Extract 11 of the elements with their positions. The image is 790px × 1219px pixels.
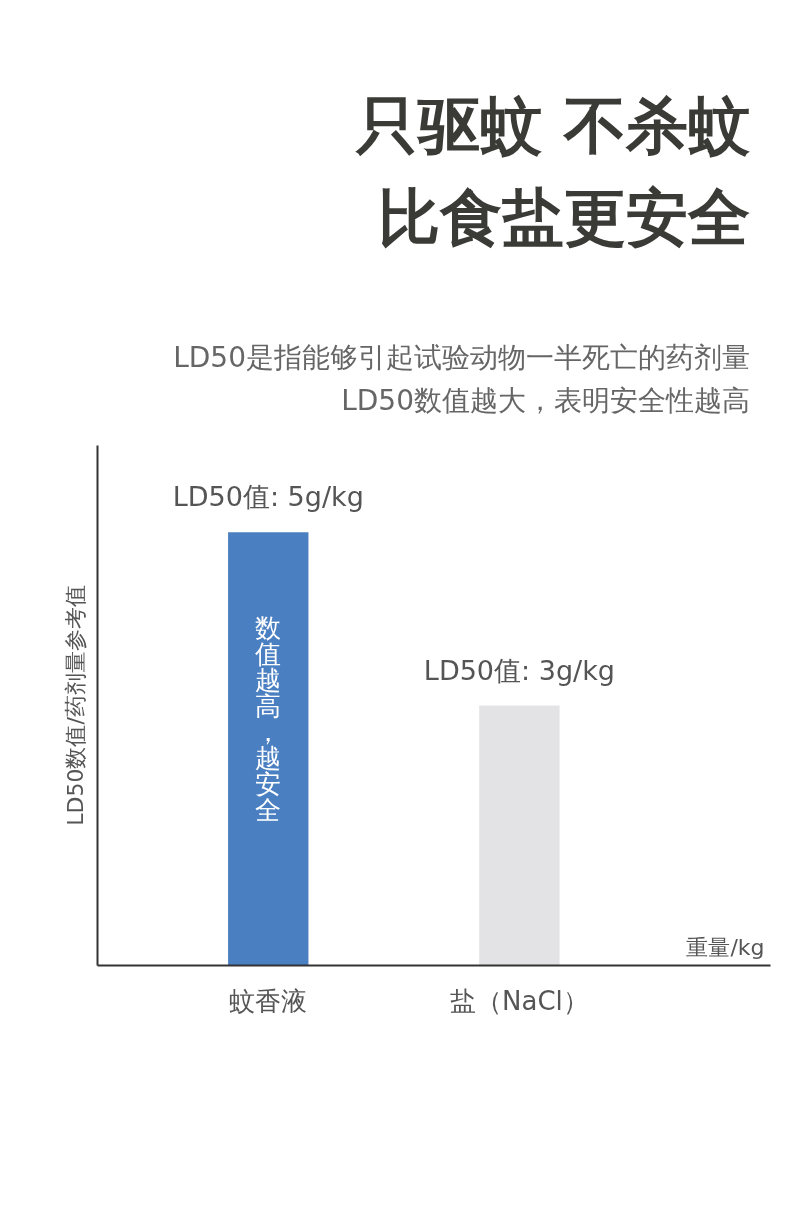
chart-subtitle: 比食盐更安全 [378, 180, 750, 256]
chart-title: 只驱蚊 不杀蚊 [356, 88, 750, 164]
data-label: LD50值: 5g/kg [172, 481, 364, 513]
annotation: 数值越高，越安全 [255, 612, 282, 825]
text: LD50数值越大，表明安全性越高 [341, 383, 750, 419]
x-tick-label: 盐（NaCl） [450, 985, 589, 1016]
text: LD50是指能够引起试验动物一半死亡的药剂量 [173, 340, 750, 376]
data-label: LD50值: 3g/kg [423, 654, 615, 686]
x-tick-label: 蚊香液 [229, 985, 308, 1016]
x-axis-title: 重量/kg [686, 934, 765, 960]
y-axis-title: LD50数值/药剂量参考值 [62, 585, 88, 826]
